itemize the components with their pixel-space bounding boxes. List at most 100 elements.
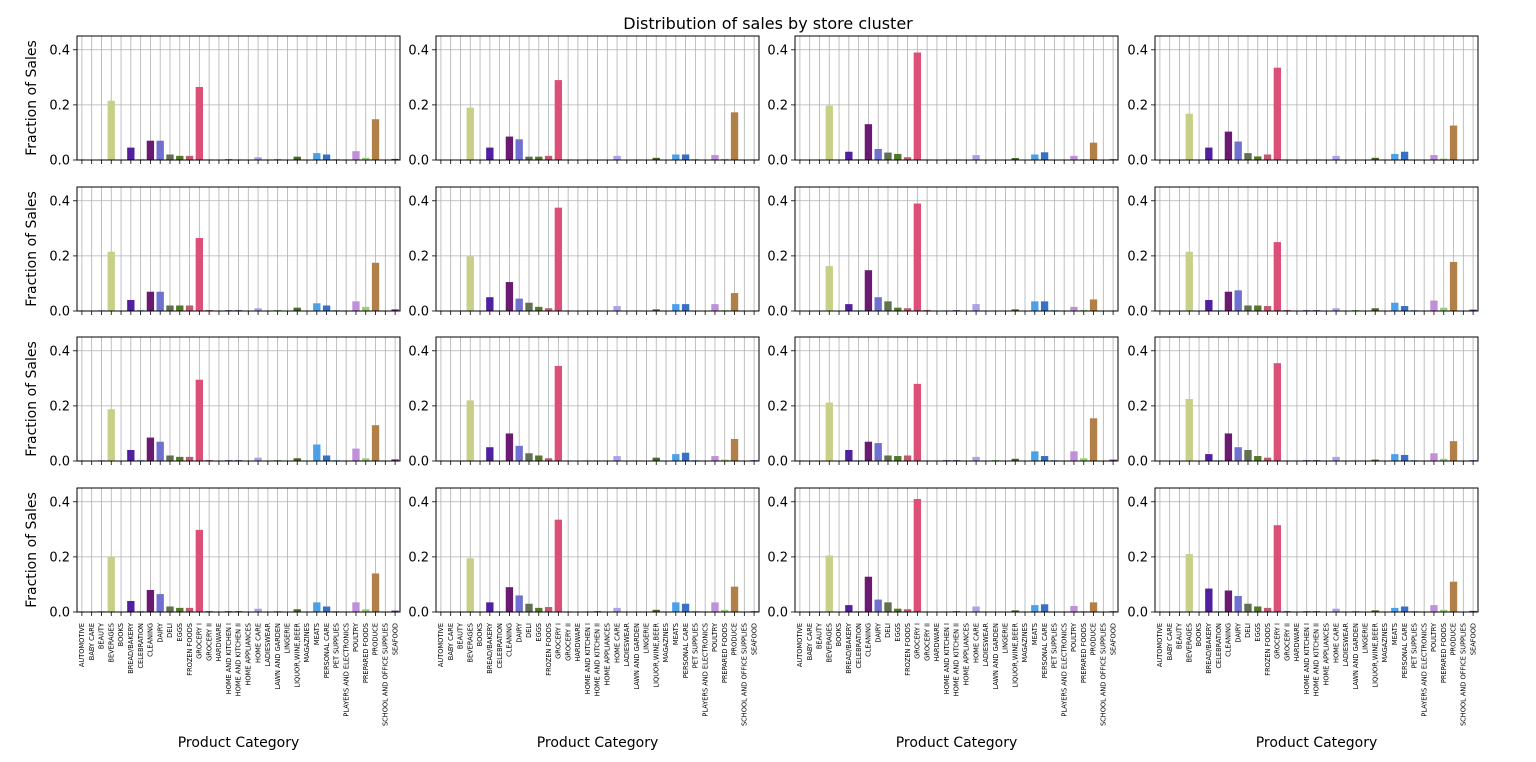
x-tick-label: HOME CARE bbox=[972, 623, 980, 663]
bar-seafood bbox=[391, 459, 399, 461]
y-tick-label: 0.4 bbox=[767, 43, 788, 58]
x-tick-label: SCHOOL AND OFFICE SUPPLIES bbox=[741, 623, 749, 726]
bar-grocery-i bbox=[1273, 67, 1282, 160]
x-tick-label: MEATS bbox=[1031, 623, 1039, 645]
x-tick-label: HOME APPLIANCES bbox=[603, 623, 611, 686]
x-tick-label: GROCERY II bbox=[1283, 623, 1291, 661]
panel-8: 0.0 0.2 0.4 bbox=[1127, 186, 1479, 320]
bar-beverages bbox=[107, 409, 115, 461]
y-tick-label: 0.2 bbox=[49, 550, 70, 565]
bar-seafood bbox=[391, 158, 399, 160]
x-tick-label: GROCERY II bbox=[205, 623, 213, 661]
x-tick-label: CLEANING bbox=[506, 623, 514, 657]
y-tick-label: 0.4 bbox=[49, 495, 70, 510]
bar-meats bbox=[313, 602, 321, 612]
y-tick-label: 0.0 bbox=[408, 606, 429, 621]
x-tick-label: LIQUOR,WINE,BEER bbox=[652, 623, 660, 688]
y-tick-label: 0.4 bbox=[767, 194, 788, 209]
x-tick-label: DAIRY bbox=[1234, 622, 1242, 643]
bar-home-care bbox=[972, 606, 980, 612]
bar-deli bbox=[525, 156, 533, 160]
bar-celebration bbox=[136, 610, 145, 612]
bar-eggs bbox=[535, 306, 543, 311]
bar-personal-care bbox=[322, 305, 331, 311]
bar-frozen-foods bbox=[1263, 154, 1272, 160]
bar-cleaning bbox=[1224, 433, 1233, 461]
bar-dairy bbox=[156, 140, 164, 160]
bar-meats bbox=[672, 304, 680, 311]
bar-meats bbox=[313, 444, 321, 461]
bar-liquor-wine-beer bbox=[652, 609, 660, 612]
bar-meats bbox=[1031, 605, 1039, 612]
bar-cleaning bbox=[146, 291, 155, 311]
bar-deli bbox=[525, 302, 533, 311]
bar-beverages bbox=[1185, 399, 1193, 461]
bar-personal-care bbox=[1040, 301, 1049, 311]
bar-eggs bbox=[1254, 606, 1262, 612]
x-tick-label: LAWN AND GARDEN bbox=[1352, 623, 1360, 690]
x-tick-label: EGGS bbox=[176, 623, 184, 642]
x-tick-label: BEAUTY bbox=[98, 622, 106, 649]
x-tick-label: HOME APPLIANCES bbox=[244, 623, 252, 686]
y-tick-label: 0.0 bbox=[49, 305, 70, 320]
bar-frozen-foods bbox=[903, 308, 912, 311]
x-tick-label: DELI bbox=[1244, 623, 1252, 638]
bar-poultry bbox=[711, 304, 719, 311]
x-tick-label: PET SUPPLIES bbox=[333, 623, 341, 668]
y-tick-label: 0.4 bbox=[767, 495, 788, 510]
y-tick-label: 0.4 bbox=[1127, 43, 1148, 58]
bar-deli bbox=[1244, 603, 1252, 612]
bar-eggs bbox=[535, 607, 543, 612]
bar-eggs bbox=[176, 305, 184, 311]
bar-poultry bbox=[1430, 300, 1438, 311]
x-tick-label: LAWN AND GARDEN bbox=[274, 623, 282, 690]
bar-seafood bbox=[1469, 309, 1477, 311]
bar-celebration bbox=[136, 309, 145, 311]
x-tick-label: GROCERY II bbox=[564, 623, 572, 661]
bar-eggs bbox=[176, 456, 184, 461]
x-tick-label: HOME CARE bbox=[613, 623, 621, 663]
x-tick-label: CELEBRATION bbox=[496, 623, 504, 669]
bar-bread-bakery bbox=[127, 147, 135, 160]
bar-home-care bbox=[613, 155, 621, 160]
x-tick-label: GROCERY II bbox=[923, 623, 931, 661]
bar-home-care bbox=[972, 304, 980, 311]
bar-personal-care bbox=[1400, 151, 1409, 160]
bar-home-care bbox=[613, 456, 621, 461]
bar-personal-care bbox=[1400, 306, 1409, 311]
panel-3: 0.0 0.2 0.4 bbox=[767, 35, 1119, 169]
bar-dairy bbox=[1234, 596, 1242, 612]
x-tick-label: HOME APPLIANCES bbox=[1322, 623, 1330, 686]
bar-prepared-foods bbox=[1080, 309, 1088, 311]
x-tick-label: LADIESWEAR bbox=[623, 623, 631, 667]
panel-6: 0.0 0.2 0.4 bbox=[408, 186, 760, 320]
bar-grocery-i bbox=[554, 80, 563, 160]
y-tick-label: 0.0 bbox=[408, 455, 429, 470]
x-tick-label: PERSONAL CARE bbox=[323, 623, 331, 678]
bar-eggs bbox=[535, 156, 543, 160]
bar-cleaning bbox=[146, 140, 155, 160]
bar-prepared-foods bbox=[1440, 158, 1448, 160]
x-tick-label: PET SUPPLIES bbox=[1411, 623, 1419, 668]
bar-poultry bbox=[1430, 453, 1438, 461]
y-tick-label: 0.0 bbox=[767, 455, 788, 470]
x-tick-label: HOME AND KITCHEN I bbox=[584, 623, 592, 694]
bar-deli bbox=[166, 455, 174, 461]
bar-deli bbox=[166, 154, 174, 160]
bar-deli bbox=[884, 455, 892, 461]
x-tick-label: HOME AND KITCHEN II bbox=[1313, 623, 1321, 696]
y-tick-label: 0.0 bbox=[1127, 606, 1148, 621]
panel-10: 0.0 0.2 0.4 bbox=[408, 336, 760, 470]
bar-beverages bbox=[107, 251, 115, 311]
panel-4: 0.0 0.2 0.4 bbox=[1127, 35, 1479, 169]
y-tick-label: 0.0 bbox=[49, 154, 70, 169]
bar-home-care bbox=[254, 308, 262, 311]
x-tick-label: SEAFOOD bbox=[391, 623, 399, 655]
bar-liquor-wine-beer bbox=[652, 309, 660, 311]
x-tick-label: POULTRY bbox=[1070, 622, 1078, 652]
bar-cleaning bbox=[505, 587, 514, 612]
bar-eggs bbox=[176, 155, 184, 160]
bar-bread-bakery bbox=[1205, 454, 1213, 461]
x-tick-label: GROCERY I bbox=[914, 623, 922, 659]
